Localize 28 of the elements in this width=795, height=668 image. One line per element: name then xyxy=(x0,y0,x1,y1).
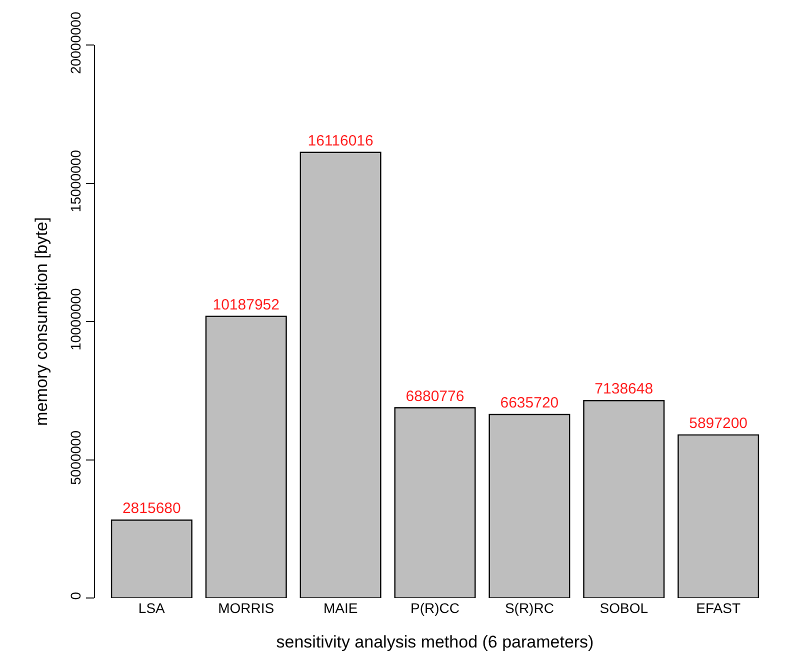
y-tick-label: 10000000 xyxy=(67,288,84,351)
data-label: 2815680 xyxy=(122,500,181,518)
y-tick-label: 15000000 xyxy=(67,150,84,212)
data-label: 7138648 xyxy=(594,380,654,398)
y-axis-title: memory consumption [byte] xyxy=(32,217,51,426)
x-tick-label: MAIE xyxy=(323,600,358,616)
y-tick-label: 20000000 xyxy=(67,12,84,74)
x-tick-label: MORRIS xyxy=(218,600,274,616)
x-tick-label: LSA xyxy=(138,600,166,616)
data-label: 10187952 xyxy=(212,296,280,314)
bar xyxy=(300,152,382,598)
x-axis-title: sensitivity analysis method (6 parameters) xyxy=(276,632,594,652)
y-tick-label: 5000000 xyxy=(67,430,84,485)
bar xyxy=(394,407,476,598)
bar xyxy=(488,414,570,598)
x-tick-label: P(R)CC xyxy=(410,600,460,616)
data-label: 6880776 xyxy=(406,388,464,405)
y-tick-label: 0 xyxy=(67,592,84,600)
bar xyxy=(205,316,287,598)
bar xyxy=(110,520,192,598)
bar xyxy=(583,400,665,598)
bar xyxy=(678,434,760,598)
data-label: 6635720 xyxy=(500,394,559,412)
x-tick-label: S(R)RC xyxy=(504,600,554,616)
data-label: 5897200 xyxy=(689,414,748,432)
x-tick-label: EFAST xyxy=(696,600,741,616)
data-label: 16116016 xyxy=(308,132,374,150)
x-tick-label: SOBOL xyxy=(600,600,648,616)
